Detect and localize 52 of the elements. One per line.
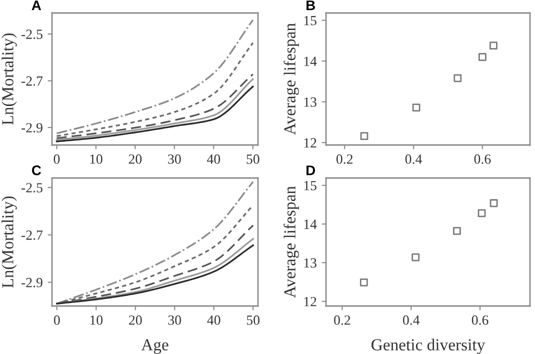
chart-title: C — [32, 165, 42, 176]
y-tick-label: -2.7 — [22, 76, 43, 86]
point — [454, 74, 462, 82]
y-axis-title: Average lifespan — [284, 186, 299, 298]
x-tick-label: 20 — [128, 154, 142, 164]
y-axis-title: Average lifespan — [284, 23, 299, 135]
y-tick-label: -2.7 — [22, 230, 43, 240]
y-tick-label: 14 — [304, 220, 317, 229]
point — [490, 199, 498, 208]
x-tick-label: 30 — [168, 315, 182, 325]
x-tick-label: 0 — [54, 315, 60, 325]
x-tick-label: 0.2 — [336, 154, 353, 164]
x-tick-label: 0.6 — [472, 315, 488, 325]
point — [360, 278, 368, 286]
y-tick-label: 13 — [304, 258, 316, 268]
y-axis-title: Ln(Mortality) — [2, 33, 17, 125]
x-tick-label: 0.4 — [402, 315, 420, 325]
x-tick-label: 30 — [168, 154, 181, 164]
point — [360, 132, 368, 140]
y-tick-label: 13 — [304, 97, 316, 107]
point — [412, 104, 420, 112]
x-axis-title: Age — [141, 339, 168, 354]
y-tick-label: -2.9 — [22, 123, 42, 132]
x-tick-label: 0.2 — [334, 315, 350, 325]
x-tick-label: 10 — [90, 154, 102, 164]
y-axis-title: Ln(Mortality) — [2, 196, 17, 288]
point — [478, 209, 486, 218]
point — [452, 227, 461, 235]
x-tick-label: 50 — [246, 154, 260, 164]
x-tick-label: 50 — [246, 315, 260, 325]
y-tick-label: 12 — [304, 296, 316, 306]
y-tick-label: 12 — [304, 138, 316, 148]
point — [478, 53, 486, 61]
chart-title: A — [32, 0, 42, 10]
y-tick-label: -2.5 — [22, 30, 42, 40]
x-tick-label: 0.6 — [474, 154, 491, 164]
x-tick-label: 40 — [207, 315, 220, 325]
chart-title: D — [306, 166, 316, 176]
y-tick-label: 14 — [304, 56, 317, 66]
y-tick-label: 15 — [304, 16, 316, 26]
y-tick-label: -2.9 — [22, 278, 42, 288]
x-tick-label: 0.4 — [405, 154, 422, 164]
x-tick-label: 40 — [206, 154, 220, 164]
point — [412, 253, 420, 262]
point — [490, 42, 498, 50]
chart-title: B — [306, 0, 315, 10]
x-tick-label: 10 — [90, 315, 103, 325]
x-tick-label: 20 — [129, 315, 142, 325]
y-tick-label: 15 — [304, 180, 316, 190]
y-tick-label: -2.5 — [22, 183, 42, 192]
x-axis-title: Genetic diversity — [372, 338, 486, 354]
x-tick-label: 0 — [54, 154, 60, 164]
